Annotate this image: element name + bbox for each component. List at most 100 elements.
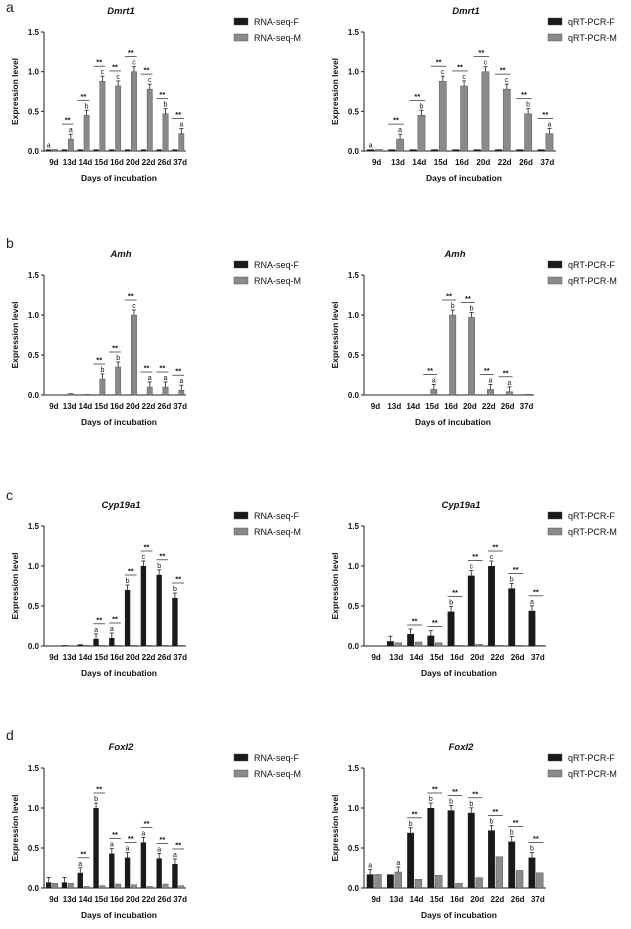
x-axis-label: Days of incubation	[426, 173, 502, 183]
bar-female	[77, 644, 83, 646]
y-axis-label: Expression level	[10, 58, 20, 125]
significance-label: **	[457, 62, 463, 71]
significance-label: **	[446, 292, 452, 301]
chart-foxl2-rnaseq: Foxl2 0.0 0.5 1.0 1.5 Expression level 9d 13d 14…	[10, 742, 301, 920]
x-tick-label: 20d	[126, 895, 140, 904]
chart-title: Amh	[109, 249, 131, 260]
bar-male	[374, 149, 383, 152]
bar-male	[146, 88, 153, 152]
legend-label: qRT-PCR-M	[568, 527, 617, 537]
x-tick-label: 37d	[540, 158, 554, 167]
group-letter-label: b	[100, 367, 104, 374]
group-letter-label: a	[94, 627, 98, 634]
bar-male	[67, 393, 74, 396]
x-tick-label: 26d	[511, 653, 525, 662]
chart-title: Cyp19a1	[101, 500, 140, 511]
bar-female	[488, 566, 495, 646]
x-tick-label: 20d	[470, 653, 484, 662]
significance-label: **	[521, 90, 527, 99]
bar-male	[460, 85, 468, 152]
group-letter-label: b	[409, 821, 413, 828]
x-tick-label: 15d	[94, 158, 108, 167]
group-letter-label: a	[507, 380, 511, 387]
x-tick-label: 22d	[142, 653, 156, 662]
y-tick-label: 1.5	[28, 522, 40, 531]
significance-label: **	[128, 567, 134, 576]
x-tick-label: 14d	[79, 158, 93, 167]
bar-female	[407, 634, 415, 646]
bar-female	[537, 149, 545, 151]
group-letter-label: c	[462, 74, 466, 81]
bar-female	[386, 641, 394, 646]
group-letter-label: a	[47, 142, 51, 149]
x-tick-label: 13d	[389, 895, 403, 904]
group-letter-label: a	[110, 842, 114, 849]
bar-male	[178, 390, 185, 396]
x-tick-label: 14d	[410, 895, 424, 904]
bar-female	[140, 842, 147, 888]
significance-label: **	[81, 849, 87, 858]
x-tick-label: 37d	[173, 653, 187, 662]
x-tick-label: 26d	[157, 653, 171, 662]
bar-male	[115, 366, 122, 396]
group-letter-label: c	[132, 60, 136, 67]
significance-label: **	[96, 58, 102, 67]
x-tick-label: 14d	[79, 402, 93, 411]
significance-label: **	[159, 90, 165, 99]
y-tick-label: 1.5	[348, 271, 360, 280]
significance-label: **	[513, 565, 519, 574]
bar-male	[524, 113, 532, 152]
group-letter-label: b	[94, 796, 98, 803]
bar-male	[83, 645, 90, 647]
x-tick-label: 20d	[126, 158, 140, 167]
bar-female	[77, 149, 83, 151]
bar-male	[505, 391, 513, 396]
group-letter-label: a	[398, 127, 402, 134]
bar-male	[536, 645, 544, 647]
y-tick-label: 1.0	[28, 804, 40, 813]
bar-male	[414, 641, 423, 647]
y-tick-label: 0.5	[28, 351, 40, 360]
group-letter-label: c	[116, 74, 120, 81]
group-letter-label: b	[420, 103, 424, 110]
legend-swatch-male	[547, 769, 563, 778]
x-tick-label: 20d	[463, 402, 477, 411]
group-letter-label: a	[173, 852, 177, 859]
x-tick-label: 9d	[372, 158, 381, 167]
legend-swatch-male	[233, 527, 249, 536]
bar-male	[99, 80, 106, 152]
legend-swatch-male	[547, 276, 563, 285]
bar-female	[430, 149, 439, 151]
bar-female	[46, 149, 52, 151]
significance-label: **	[144, 819, 150, 828]
bar-female	[172, 149, 178, 151]
bar-male	[455, 883, 463, 889]
y-tick-label: 0.5	[348, 107, 360, 116]
bar-male	[475, 644, 483, 647]
bar-male	[162, 113, 169, 152]
x-tick-label: 13d	[387, 402, 401, 411]
legend-label: RNA-seq-M	[254, 276, 301, 286]
panel-letter-d: d	[6, 727, 14, 743]
group-letter-label: c	[484, 60, 488, 67]
x-tick-label: 22d	[482, 402, 496, 411]
x-tick-label: 22d	[491, 895, 505, 904]
chart-cyp19a1-rnaseq: Cyp19a1 0.0 0.5 1.0 1.5 Expression level 9d 13d…	[10, 500, 301, 678]
legend-swatch-female	[547, 511, 563, 520]
bar-male	[115, 883, 122, 889]
legend-swatch-female	[233, 511, 249, 520]
bar-male	[162, 386, 169, 396]
legend-swatch-male	[233, 769, 249, 778]
y-axis-label: Expression level	[10, 552, 20, 619]
significance-label: **	[96, 615, 102, 624]
group-letter-label: b	[490, 818, 494, 825]
group-letter-label: c	[441, 69, 445, 76]
x-tick-label: 16d	[110, 158, 124, 167]
bar-male	[83, 115, 90, 152]
bar-male	[468, 317, 476, 396]
y-tick-label: 1.5	[348, 522, 360, 531]
x-tick-label: 13d	[63, 653, 77, 662]
bar-male	[146, 645, 153, 647]
chart-title: Cyp19a1	[441, 500, 480, 511]
group-letter-label: b	[157, 563, 161, 570]
